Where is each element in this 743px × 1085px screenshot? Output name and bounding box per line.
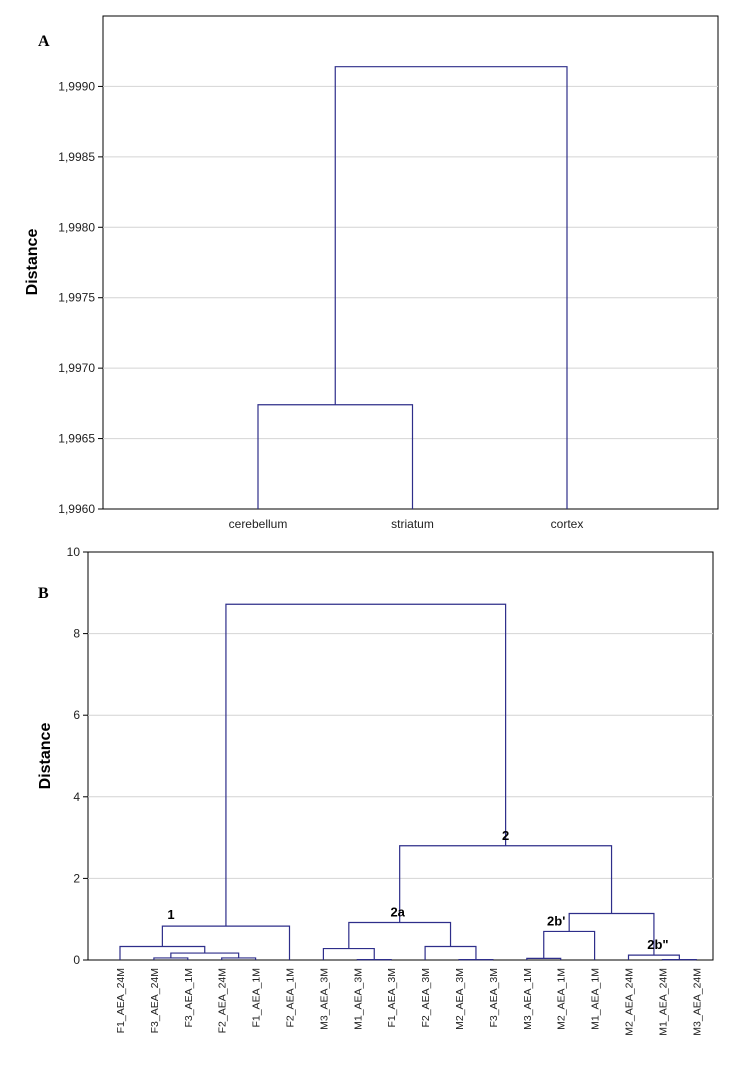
y-tick-label: 1,9970 (58, 361, 95, 375)
panel-b-cluster-labels: 1 2 2a 2b' 2b" (167, 828, 668, 952)
leaf-label: M3_AEA_24M (691, 968, 703, 1036)
merge-link (568, 912, 655, 956)
panel-b-links (119, 603, 697, 961)
panel-a-links (257, 66, 568, 509)
y-tick-label: 1,9965 (58, 432, 95, 446)
leaf-label: F1_AEA_1M (251, 968, 263, 1028)
cluster-label: 1 (167, 907, 174, 922)
cluster-label: 2a (390, 904, 405, 919)
leaf-label: F1_AEA_24M (115, 968, 127, 1033)
leaf-label: M1_AEA_3M (352, 968, 364, 1030)
y-tick-label: 2 (73, 871, 80, 885)
merge-link (225, 603, 507, 927)
y-tick-label: 0 (73, 953, 80, 967)
panel-a-grid (103, 85, 718, 440)
y-tick-label: 8 (73, 627, 80, 641)
leaf-label: M2_AEA_3M (454, 968, 466, 1030)
merge-link (399, 845, 613, 923)
merge-link (334, 66, 568, 509)
y-tick-label: 1,9975 (58, 291, 95, 305)
merge-link (348, 921, 452, 949)
y-tick-label: 4 (73, 790, 80, 804)
panel-a-letter: A (38, 33, 50, 50)
leaf-label: striatum (391, 517, 434, 531)
y-tick-label: 10 (67, 545, 81, 559)
panel-b-dendrogram: 0 2 4 6 8 10 F1_AEA_24M F3_AEA_24M F3_AEA_1M F2_… (37, 545, 714, 1036)
leaf-label: M2_AEA_24M (624, 968, 636, 1036)
leaf-label: F2_AEA_3M (420, 968, 432, 1028)
panel-b-leaf-labels: F1_AEA_24M F3_AEA_24M F3_AEA_1M F2_AEA_24M F… (115, 968, 703, 1036)
panel-b-letter: B (38, 585, 49, 602)
cluster-label: 2b" (647, 937, 668, 952)
leaf-label: cortex (551, 517, 584, 531)
panel-b-y-ticks: 0 2 4 6 8 10 (67, 545, 88, 967)
panel-a-dendrogram: 1,9960 1,9965 1,9970 1,9975 1,9980 1,9985 1,99… (24, 15, 719, 531)
leaf-label: F3_AEA_24M (149, 968, 161, 1033)
leaf-label: M3_AEA_3M (318, 968, 330, 1030)
cluster-label: 2b' (547, 913, 565, 928)
leaf-label: M2_AEA_1M (556, 968, 568, 1030)
leaf-label: F3_AEA_1M (183, 968, 195, 1028)
merge-link (161, 925, 291, 960)
panel-b-grid (88, 633, 713, 879)
leaf-label: M1_AEA_24M (657, 968, 669, 1036)
y-tick-label: 1,9980 (58, 220, 95, 234)
y-tick-label: 1,9960 (58, 502, 95, 516)
panel-a-leaf-labels: cerebellum striatum cortex (229, 517, 584, 531)
merge-link (424, 945, 477, 960)
panel-a-ylabel: Distance (24, 229, 41, 296)
leaf-label: cerebellum (229, 517, 288, 531)
panel-b-ylabel: Distance (37, 723, 54, 790)
panel-a-y-ticks: 1,9960 1,9965 1,9970 1,9975 1,9980 1,9985 1,99… (58, 79, 103, 516)
y-tick-label: 6 (73, 708, 80, 722)
merge-link (257, 404, 414, 509)
y-tick-label: 1,9985 (58, 150, 95, 164)
panel-b-frame (87, 551, 714, 961)
panel-a-frame (102, 15, 719, 510)
leaf-label: M3_AEA_1M (522, 968, 534, 1030)
leaf-label: F2_AEA_1M (285, 968, 297, 1028)
leaf-label: F3_AEA_3M (488, 968, 500, 1028)
cluster-label: 2 (502, 828, 509, 843)
merge-link (170, 952, 240, 958)
y-tick-label: 1,9990 (58, 79, 95, 93)
leaf-label: F2_AEA_24M (217, 968, 229, 1033)
merge-link (322, 947, 375, 960)
leaf-label: F1_AEA_3M (386, 968, 398, 1028)
leaf-label: M1_AEA_1M (590, 968, 602, 1030)
merge-link (543, 930, 596, 960)
